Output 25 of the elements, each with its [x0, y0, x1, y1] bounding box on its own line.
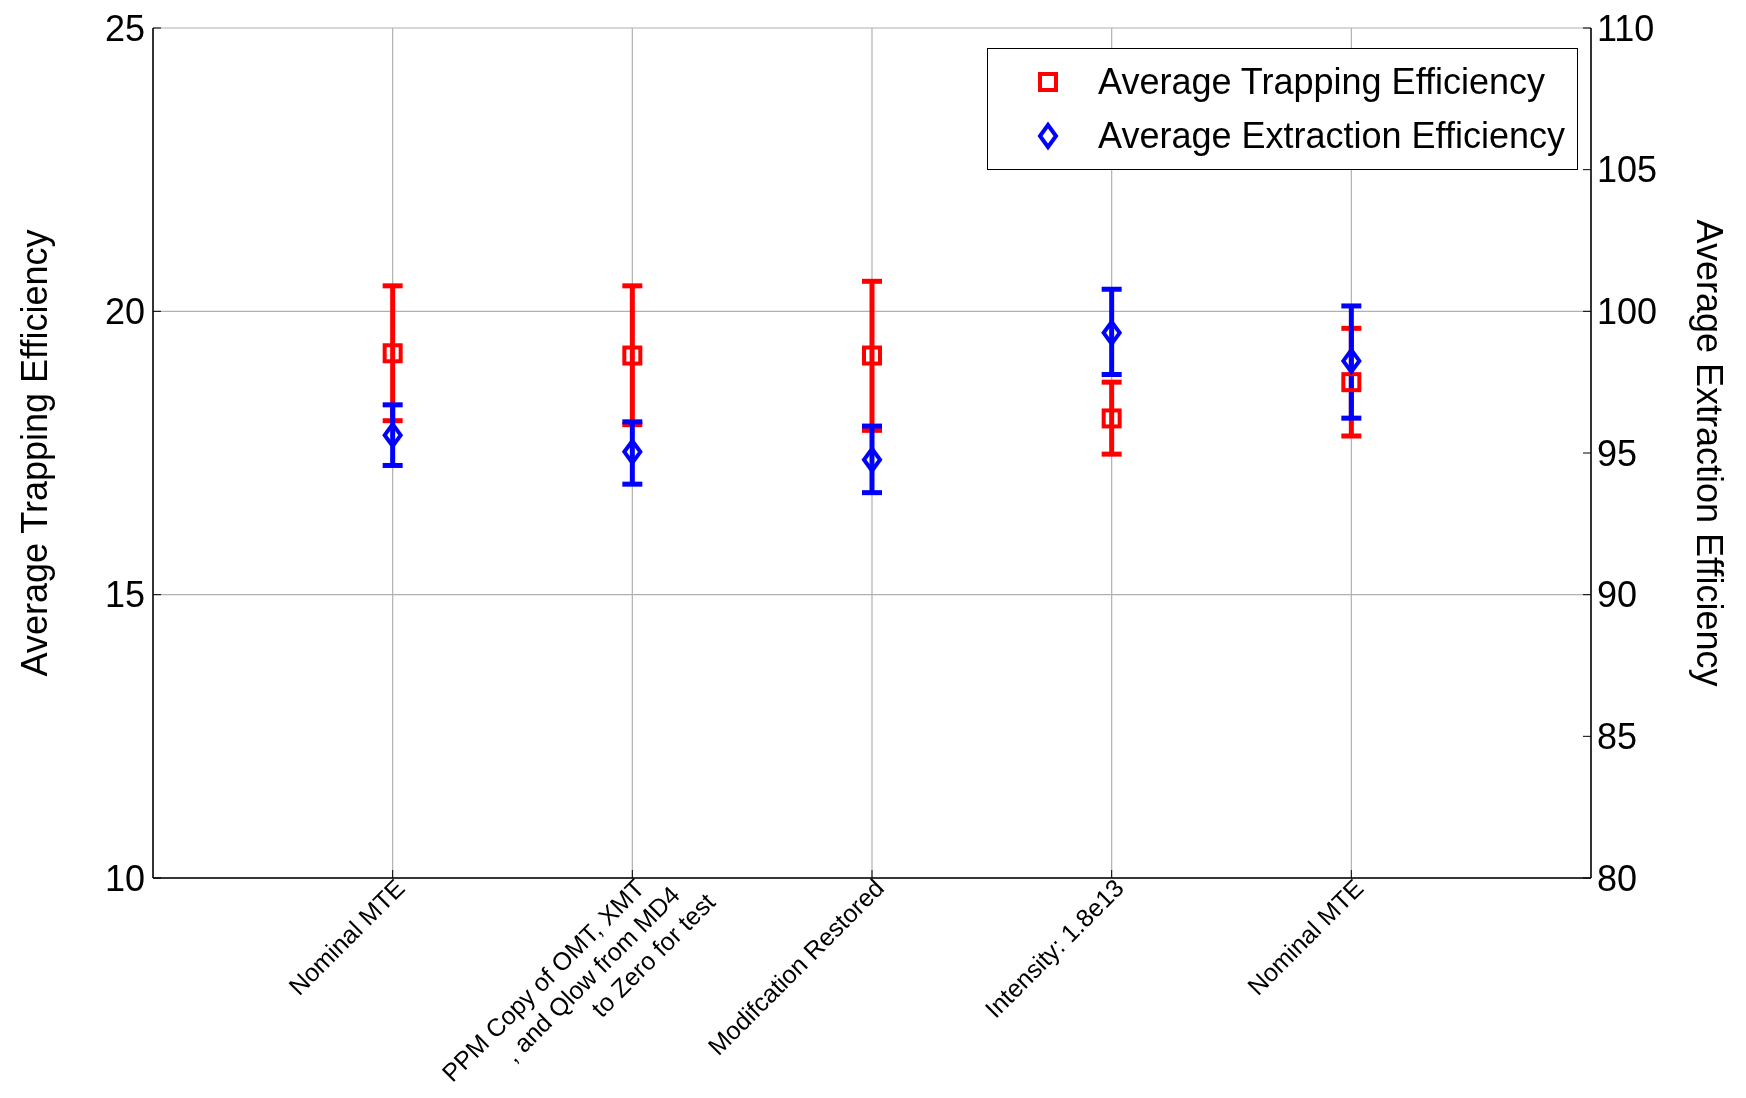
y-tick-label: 10 [104, 857, 145, 899]
y2-axis-title: Average Extraction Efficiency [1689, 219, 1731, 687]
point [382, 422, 403, 449]
point [1101, 408, 1122, 429]
y2-tick-label: 80 [1597, 857, 1638, 899]
point [1341, 347, 1362, 374]
point [1101, 319, 1122, 346]
point [382, 343, 403, 364]
y2-tick-label: 90 [1597, 574, 1638, 616]
y2-tick-label: 85 [1597, 716, 1638, 758]
legend-label: Average Trapping Efficiency [1098, 61, 1546, 103]
y-tick-label: 20 [104, 291, 145, 333]
legend-label: Average Extraction Efficiency [1098, 115, 1565, 157]
y2-tick-label: 100 [1597, 291, 1658, 333]
y-tick-label: 15 [104, 574, 145, 616]
point [622, 438, 643, 465]
y-axis-title: Average Trapping Efficiency [13, 229, 55, 677]
y2-tick-label: 110 [1597, 7, 1655, 49]
point [622, 345, 643, 366]
point [1341, 372, 1362, 393]
point [862, 345, 882, 366]
y2-tick-label: 105 [1597, 149, 1658, 191]
y2-tick-label: 95 [1597, 432, 1638, 474]
y-tick-label: 25 [104, 7, 145, 49]
point [862, 446, 882, 473]
